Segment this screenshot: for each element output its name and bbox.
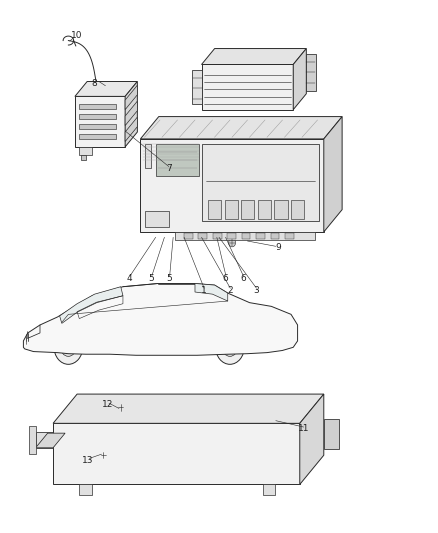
Polygon shape (271, 233, 279, 239)
Polygon shape (145, 211, 169, 227)
Polygon shape (293, 49, 306, 110)
Polygon shape (258, 200, 271, 219)
Text: 8: 8 (92, 78, 97, 87)
Circle shape (181, 201, 191, 214)
Text: 11: 11 (298, 424, 310, 433)
Polygon shape (195, 284, 228, 301)
Polygon shape (53, 423, 300, 484)
Polygon shape (29, 426, 35, 454)
Polygon shape (79, 104, 117, 109)
Polygon shape (201, 49, 306, 64)
Text: 1: 1 (201, 286, 207, 295)
Text: 9: 9 (275, 244, 281, 253)
Polygon shape (291, 200, 304, 219)
Polygon shape (79, 124, 117, 129)
Polygon shape (256, 233, 265, 239)
Polygon shape (201, 144, 319, 221)
Text: 4: 4 (127, 273, 132, 282)
Polygon shape (35, 433, 65, 448)
Polygon shape (324, 418, 339, 449)
Polygon shape (79, 484, 92, 495)
Polygon shape (125, 85, 138, 110)
Polygon shape (60, 287, 123, 324)
Polygon shape (155, 144, 199, 176)
Polygon shape (81, 155, 86, 160)
Circle shape (117, 403, 124, 411)
Polygon shape (213, 233, 222, 239)
Text: 5: 5 (148, 273, 154, 282)
Text: 6: 6 (240, 273, 246, 282)
Text: 7: 7 (166, 164, 172, 173)
Polygon shape (300, 394, 324, 484)
Circle shape (206, 409, 212, 417)
Polygon shape (324, 117, 342, 232)
Polygon shape (53, 394, 324, 423)
Polygon shape (125, 82, 138, 147)
Text: 6: 6 (223, 273, 229, 282)
Bar (134, 300, 155, 320)
Text: 3: 3 (253, 286, 259, 295)
Polygon shape (125, 99, 136, 110)
Polygon shape (263, 484, 275, 495)
Text: 2: 2 (227, 286, 233, 295)
Circle shape (100, 451, 107, 459)
Polygon shape (35, 432, 53, 448)
Polygon shape (141, 139, 324, 232)
Polygon shape (241, 200, 254, 219)
Polygon shape (242, 233, 251, 239)
Polygon shape (145, 144, 151, 168)
Circle shape (60, 337, 76, 357)
Polygon shape (79, 147, 92, 155)
Polygon shape (125, 117, 138, 142)
Polygon shape (285, 233, 293, 239)
Polygon shape (184, 233, 193, 239)
Polygon shape (225, 200, 238, 219)
Polygon shape (23, 284, 297, 356)
Polygon shape (125, 101, 138, 126)
Text: 10: 10 (71, 31, 83, 40)
Circle shape (229, 238, 236, 247)
Circle shape (138, 407, 144, 414)
Polygon shape (208, 200, 221, 219)
Polygon shape (201, 64, 293, 110)
Polygon shape (198, 233, 207, 239)
Circle shape (215, 329, 244, 365)
Circle shape (54, 329, 83, 365)
Polygon shape (141, 117, 342, 139)
Circle shape (222, 337, 238, 357)
Polygon shape (227, 233, 236, 239)
Polygon shape (275, 200, 288, 219)
Text: 5: 5 (166, 273, 172, 282)
Polygon shape (75, 82, 138, 96)
Text: 13: 13 (82, 456, 94, 465)
Polygon shape (75, 96, 125, 147)
Polygon shape (79, 134, 117, 139)
Polygon shape (175, 232, 315, 240)
Text: 12: 12 (102, 400, 113, 409)
Polygon shape (306, 54, 316, 91)
Polygon shape (79, 114, 117, 119)
Polygon shape (192, 70, 201, 104)
